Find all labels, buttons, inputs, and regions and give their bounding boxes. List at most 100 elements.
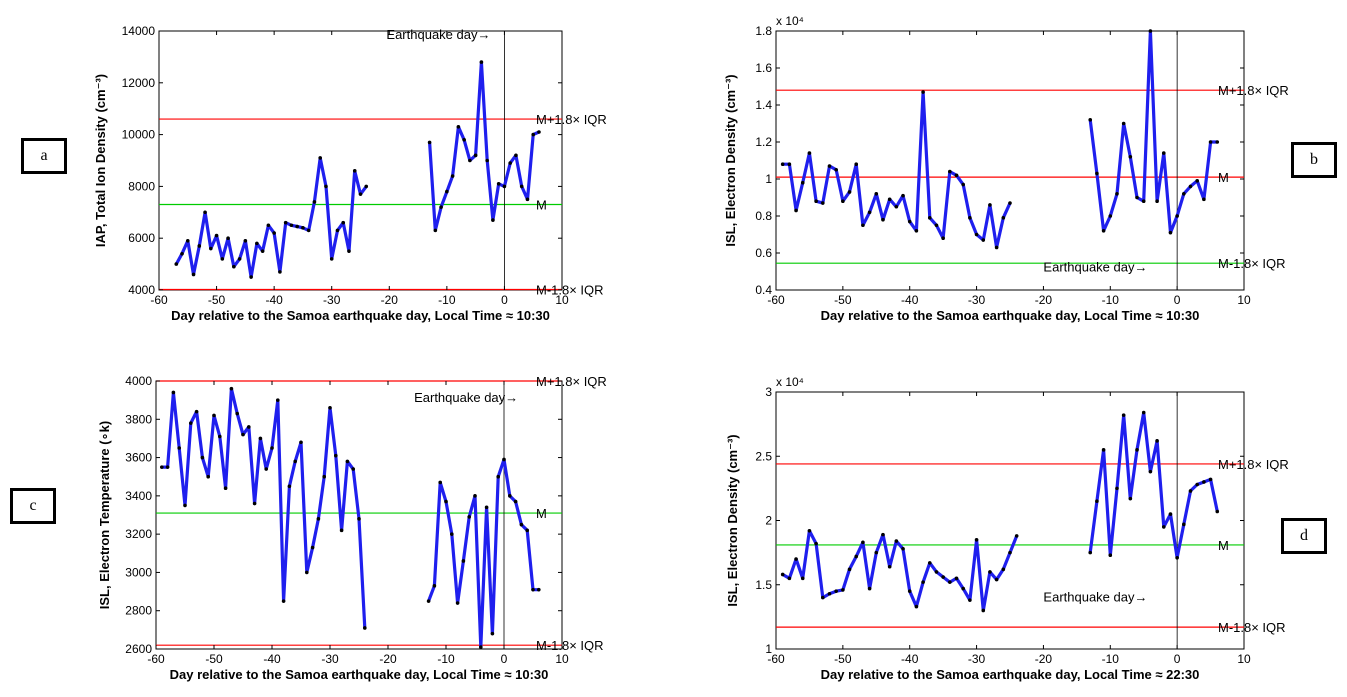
panel-a-series-0-point-27 <box>329 257 334 261</box>
panel-c-series-0-point-31 <box>339 528 344 533</box>
panel-c-xtick-label-4: -20 <box>379 652 397 666</box>
panel-b-axes-box <box>775 30 1245 291</box>
panel-d-series-0-point-35 <box>1014 534 1019 538</box>
panel-d-series-0-point-4 <box>807 528 812 533</box>
panel-c-ytick-label-4: 3400 <box>125 489 152 503</box>
panel-d-series-0-point-14 <box>874 550 879 555</box>
panel-b-exponent-label: x 10⁴ <box>776 14 804 28</box>
panel-d-series-1-point-15 <box>1188 489 1193 493</box>
panel-c-xlabel: Day relative to the Samoa earthquake day… <box>170 667 549 682</box>
panel-a-series-0-point-1 <box>180 251 184 256</box>
panel-b-series-0-point-10 <box>847 190 852 194</box>
panel-c-series-1-point-12 <box>496 474 501 479</box>
panel-b-series-0-point-32 <box>994 245 999 250</box>
panel-a-series-0-point-6 <box>209 246 213 251</box>
panel-b-series-0-point-26 <box>954 173 959 178</box>
panel-b-xtick-label-1: -50 <box>834 293 852 307</box>
panel-a-series-1-point-11 <box>491 218 495 222</box>
panel-c-series-1-point-11 <box>490 631 495 636</box>
panel-a-series-1-point-2 <box>439 205 443 209</box>
panel-a-series-1-point-12 <box>496 182 501 186</box>
panel-c-series-0-point-8 <box>206 474 210 479</box>
panel-d-xtick-label-1: -50 <box>834 652 852 666</box>
panel-b-series-0-point-18 <box>901 193 905 198</box>
panel-c-xtick-label-0: -60 <box>147 652 165 666</box>
panel-c-series-0-point-7 <box>200 455 205 460</box>
panel-b-series-1-point-3 <box>1108 214 1113 218</box>
panel-c-ytick-label-7: 4000 <box>125 374 152 388</box>
panel-d-series-0-point-20 <box>914 604 919 609</box>
panel-a-series-0-point-31 <box>352 169 357 173</box>
panel-d-exponent-label: x 10⁴ <box>776 375 804 389</box>
panel-b-series-1-point-1 <box>1095 171 1099 176</box>
panel-d-xtick-label-5: -10 <box>1102 652 1120 666</box>
panel-b-series-0-point-1 <box>787 162 792 166</box>
panel-c-series-0-point-3 <box>177 446 181 450</box>
panel-a-series-0-point-28 <box>335 228 340 233</box>
panel-b-xtick-label-0: -60 <box>767 293 785 307</box>
panel-b-xlabel: Day relative to the Samoa earthquake day… <box>821 308 1200 323</box>
panel-c-ref-label-0: M+1.8× IQR <box>536 374 607 389</box>
panel-c-series-0-point-9 <box>212 413 216 418</box>
panel-d-series-0-point-9 <box>841 588 845 592</box>
panel-a-series-1-point-14 <box>508 161 512 165</box>
panel-a-ytick-label-4: 12000 <box>122 76 156 90</box>
panel-a-series-0-line <box>174 156 368 279</box>
panel-d-series-0-point-33 <box>1001 567 1006 572</box>
panel-a-series-0-point-8 <box>220 257 225 261</box>
panel-c-ytick-label-5: 3600 <box>125 451 152 465</box>
panel-a-series-1-point-7 <box>468 158 472 163</box>
panel-a-chart: M+1.8× IQR M M-1.8× IQR Earthquake day→ -60 -… <box>93 24 607 323</box>
panel-a-series-0-point-2 <box>185 238 190 243</box>
panel-a-series-1-point-4 <box>450 174 455 178</box>
panel-a-series-0-point-26 <box>324 184 328 189</box>
panel-a-series-0-point-20 <box>289 223 294 228</box>
panel-a-xtick-label-3: -30 <box>323 293 341 307</box>
panel-a-series-0-point-7 <box>214 233 219 238</box>
panel-c-series-1-point-6 <box>461 559 466 563</box>
panel-c-ytick-label-2: 3000 <box>125 565 152 579</box>
panel-b-series-1-point-14 <box>1182 192 1186 196</box>
panel-b-series-1-point-7 <box>1135 195 1139 200</box>
panel-a-series-0-point-15 <box>260 249 265 253</box>
panel-c-series-1-point-0 <box>426 599 431 603</box>
panel-b-series-0-point-17 <box>894 204 899 209</box>
panel-b-series-1-point-13 <box>1175 214 1179 218</box>
panel-d-series-1-point-6 <box>1128 496 1133 501</box>
panel-b-series-0-point-34 <box>1008 201 1012 205</box>
panel-a-series-0-point-17 <box>272 231 276 235</box>
panel-a-ylabel: IAP, Total Ion Density (cm⁻³) <box>93 74 108 247</box>
panel-d-series-0-point-5 <box>814 541 818 546</box>
panel-c-series-0-point-19 <box>270 446 274 450</box>
panel-a-series-0-point-9 <box>226 236 230 240</box>
panel-d-series-1-point-11 <box>1161 525 1166 529</box>
panel-d-ref-label-0: M+1.8× IQR <box>1218 457 1289 472</box>
panel-d-xtick-label-3: -30 <box>968 652 986 666</box>
panel-c-ref-label-1: M <box>536 506 547 521</box>
panel-c-xtick-label-6: 0 <box>501 652 508 666</box>
panel-c-series-0-point-28 <box>322 474 327 479</box>
panel-b-series-1-point-5 <box>1121 121 1126 126</box>
panel-a-series-1-line <box>428 60 540 232</box>
panel-a-series-1-point-19 <box>537 130 541 134</box>
panel-a-series-1-point-13 <box>502 184 507 189</box>
panel-d-series-0-point-2 <box>794 557 798 561</box>
panel-c-earthquake-label: Earthquake day→ <box>414 390 518 405</box>
panel-c-series-0-point-12 <box>229 386 234 391</box>
panel-d-series-1-point-17 <box>1202 480 1206 484</box>
panel-d-series-0-point-29 <box>974 537 979 542</box>
panel-a-series-0-point-5 <box>203 210 207 215</box>
panel-b-series-0-point-0 <box>780 162 785 166</box>
panel-c-series-1-point-19 <box>537 587 541 592</box>
panel-b-series-0-line <box>782 90 1012 249</box>
panel-b-ytick-label-4: 1.2 <box>755 135 772 149</box>
panel-d-series-0-point-13 <box>867 586 872 591</box>
panel-c-series-0-point-20 <box>276 398 280 402</box>
panel-b-series-0-point-24 <box>941 236 945 240</box>
panel-c-ytick-label-6: 3800 <box>125 412 152 426</box>
panel-b-chart: M+1.8× IQR M M-1.8× IQR Earthquake day→ -60 -… <box>723 14 1289 323</box>
panel-a-xtick-label-2: -40 <box>265 293 283 307</box>
panel-d-series-0-point-19 <box>907 589 912 593</box>
panel-a-series-0-point-29 <box>341 220 346 225</box>
panel-d-series-0-point-17 <box>894 539 899 543</box>
